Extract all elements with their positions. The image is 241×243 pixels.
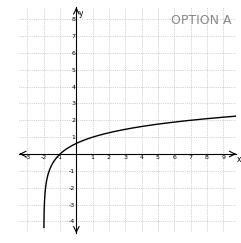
Text: OPTION A: OPTION A	[171, 14, 232, 27]
Text: x: x	[237, 156, 241, 165]
Text: y: y	[78, 9, 83, 18]
